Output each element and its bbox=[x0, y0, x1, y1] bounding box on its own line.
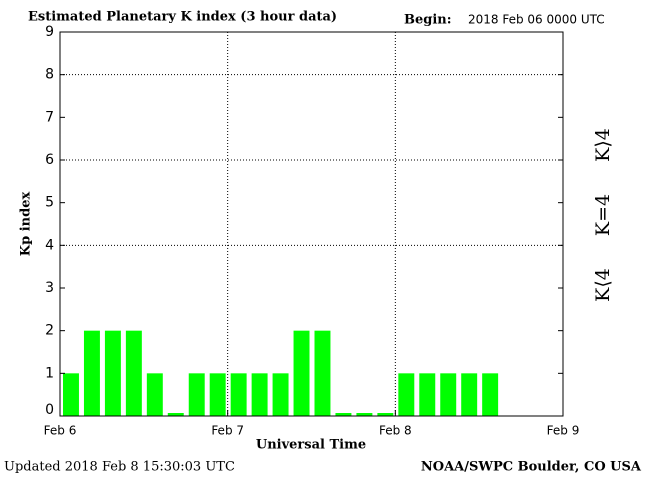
footer-left: Updated 2018 Feb 8 15:30:03 UTC bbox=[4, 460, 235, 475]
bar bbox=[104, 330, 121, 416]
bar bbox=[251, 373, 268, 416]
x-axis-label: Universal Time bbox=[256, 438, 366, 453]
x-tick-label: Feb 8 bbox=[379, 424, 412, 438]
bar bbox=[230, 373, 247, 416]
chart-title: Estimated Planetary K index (3 hour data… bbox=[28, 10, 337, 25]
x-tick-label: Feb 7 bbox=[211, 424, 244, 438]
y-tick-label: 5 bbox=[45, 195, 54, 211]
bar bbox=[188, 373, 205, 416]
begin-label: Begin: bbox=[404, 13, 452, 28]
footer-right: NOAA/SWPC Boulder, CO USA bbox=[421, 460, 642, 475]
legend-entry: K⟩4 bbox=[592, 128, 614, 162]
bar bbox=[377, 413, 394, 416]
bar bbox=[167, 413, 184, 416]
bar bbox=[83, 330, 100, 416]
bar bbox=[146, 373, 163, 416]
bar bbox=[272, 373, 289, 416]
begin-date: 2018 Feb 06 0000 UTC bbox=[468, 13, 605, 27]
y-tick-label: 9 bbox=[45, 24, 54, 40]
x-tick-label: Feb 6 bbox=[44, 424, 77, 438]
x-tick-label: Feb 9 bbox=[547, 424, 580, 438]
bar bbox=[335, 413, 352, 416]
bar bbox=[419, 373, 436, 416]
y-tick-label: 8 bbox=[45, 67, 54, 83]
y-tick-label: 1 bbox=[45, 365, 54, 381]
y-tick-label: 7 bbox=[45, 109, 54, 125]
bar bbox=[482, 373, 499, 416]
plot-frame bbox=[59, 31, 564, 417]
y-tick-label: 3 bbox=[45, 280, 54, 296]
y-tick-label: 0 bbox=[45, 402, 54, 418]
bar bbox=[63, 373, 79, 416]
y-axis-label: Kp index bbox=[19, 192, 34, 257]
bar bbox=[398, 373, 415, 416]
y-tick-label: 6 bbox=[45, 152, 54, 168]
legend-entry: K=4 bbox=[592, 194, 614, 236]
bar bbox=[356, 413, 373, 416]
bar bbox=[440, 373, 457, 416]
legend-entry: K⟨4 bbox=[592, 268, 614, 302]
bar bbox=[125, 330, 142, 416]
y-tick-label: 2 bbox=[45, 323, 54, 339]
bar bbox=[461, 373, 478, 416]
bar bbox=[293, 330, 310, 416]
bar bbox=[314, 330, 331, 416]
bar bbox=[209, 373, 226, 416]
y-tick-label: 4 bbox=[45, 237, 54, 253]
